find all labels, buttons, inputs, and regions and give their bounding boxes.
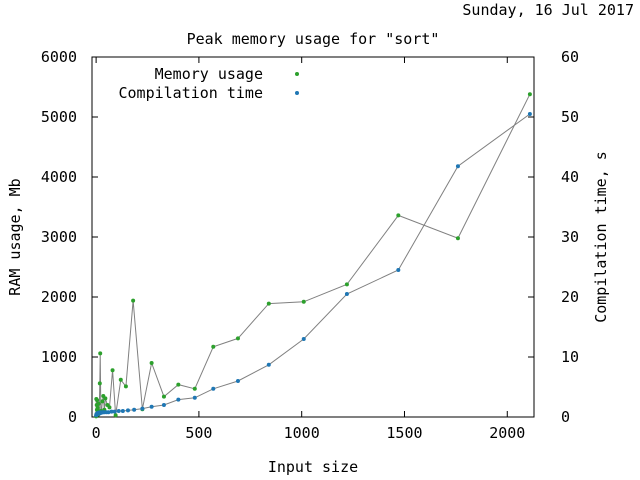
- data-point-memory: [95, 398, 100, 403]
- data-point-memory: [161, 394, 166, 399]
- data-point-compile: [455, 164, 460, 169]
- x-tick-label: 1000: [284, 424, 320, 442]
- data-point-memory: [396, 213, 401, 218]
- y-tick-label: 0: [68, 408, 77, 426]
- data-point-compile: [132, 407, 137, 412]
- legend-label-compile: Compilation time: [119, 84, 264, 102]
- y2-tick-label: 10: [561, 348, 579, 366]
- data-point-memory: [266, 301, 271, 306]
- data-point-memory: [97, 381, 102, 386]
- series-line-compile: [95, 113, 531, 416]
- data-point-compile: [161, 403, 166, 407]
- x-tick-label: 0: [92, 424, 101, 442]
- x-tick-label: 500: [185, 424, 212, 442]
- data-point-memory: [107, 405, 112, 410]
- data-point-memory: [344, 282, 349, 287]
- x-tick-label: 1500: [386, 424, 422, 442]
- data-point-compile: [176, 397, 181, 402]
- y-tick-label: 4000: [41, 168, 77, 186]
- y-tick-label: 1000: [41, 348, 77, 366]
- legend: Memory usage Compilation time: [119, 65, 299, 102]
- data-point-memory: [103, 396, 108, 401]
- data-point-memory: [131, 298, 136, 303]
- data-point-compile: [120, 409, 125, 413]
- data-point-compile: [344, 292, 349, 296]
- data-point-memory: [176, 382, 181, 387]
- data-point-compile: [149, 404, 154, 409]
- data-point-compile: [301, 337, 306, 341]
- data-point-memory: [113, 413, 118, 418]
- plot-frame: [91, 56, 535, 418]
- y-tick-label: 5000: [41, 108, 77, 126]
- data-point-memory: [123, 384, 128, 389]
- data-point-memory: [98, 351, 103, 356]
- data-point-memory: [149, 361, 154, 365]
- data-point-compile: [527, 112, 532, 116]
- data-point-memory: [118, 377, 123, 382]
- x-tick-label: 2000: [489, 424, 525, 442]
- chart-title: Peak memory usage for "sort": [187, 30, 440, 48]
- data-point-compile: [396, 268, 401, 272]
- legend-label-memory: Memory usage: [155, 65, 263, 83]
- data-point-compile: [192, 395, 197, 400]
- data-point-memory: [301, 299, 306, 304]
- y2-tick-label: 30: [561, 228, 579, 246]
- y2-tick-label: 0: [561, 408, 570, 426]
- y2-tick-label: 20: [561, 288, 579, 306]
- y2-tick-label: 60: [561, 48, 579, 66]
- data-point-compile: [116, 409, 121, 413]
- y-tick-label: 3000: [41, 228, 77, 246]
- data-point-memory: [235, 336, 240, 341]
- data-point-memory: [95, 406, 100, 410]
- y-tick-label: 6000: [41, 48, 77, 66]
- data-point-memory: [211, 344, 216, 349]
- data-point-memory: [455, 236, 460, 241]
- timestamp: Sunday, 16 Jul 2017: [462, 1, 634, 19]
- data-point-compile: [266, 362, 271, 367]
- data-point-compile: [235, 379, 240, 383]
- data-point-compile: [140, 406, 145, 411]
- data-point-compile: [211, 386, 216, 391]
- data-point-memory: [527, 92, 532, 97]
- y2-tick-label: 50: [561, 108, 579, 126]
- data-point-memory: [100, 399, 105, 404]
- y2-axis-label: Compilation time, s: [592, 151, 610, 323]
- legend-marker-compile: [295, 91, 299, 95]
- data-point-compile: [106, 410, 111, 415]
- data-point-compile: [125, 408, 130, 413]
- legend-marker-memory: [295, 72, 299, 76]
- series-line-memory: [95, 93, 531, 417]
- x-axis-label: Input size: [268, 458, 358, 476]
- data-point-compile: [109, 409, 114, 414]
- data-point-compile: [112, 409, 117, 414]
- y-axis-label: RAM usage, Mb: [6, 178, 24, 295]
- data-point-memory: [110, 368, 115, 373]
- data-point-memory: [192, 386, 197, 391]
- data-point-memory: [96, 401, 101, 406]
- y-tick-label: 2000: [41, 288, 77, 306]
- y2-tick-label: 40: [561, 168, 579, 186]
